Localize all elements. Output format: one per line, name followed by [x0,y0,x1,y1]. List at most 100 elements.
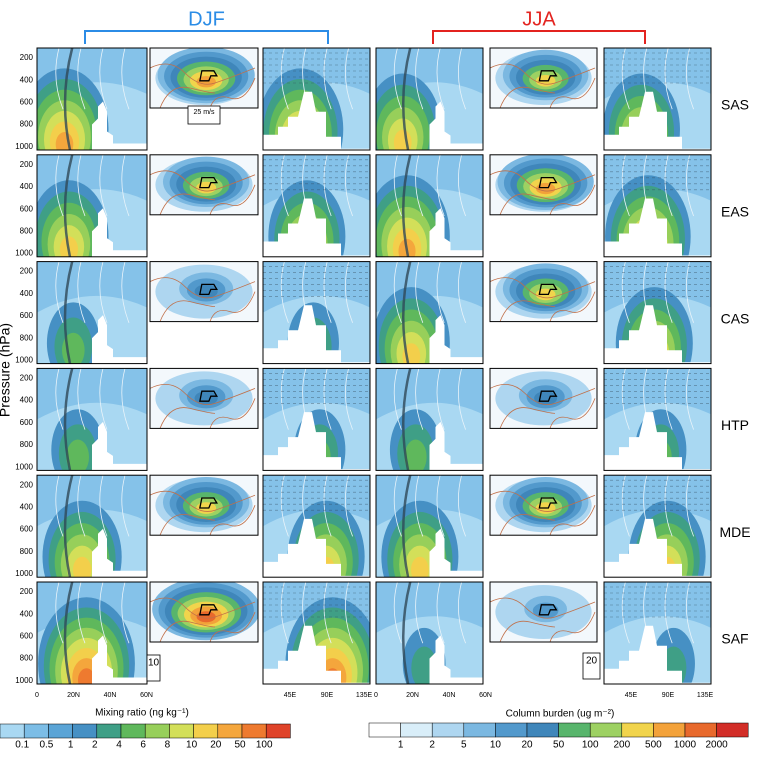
panel [150,582,258,642]
panel [150,261,258,322]
panel-frame [489,581,598,643]
wind-contour [415,582,424,644]
y-axis-label: Pressure (hPa) [0,323,13,417]
panel [37,368,147,471]
colorbar-tick-label: 1 [68,740,74,751]
colorbar-box [265,723,291,739]
y-tick-label: 200 [20,587,34,596]
wind-contour [99,582,108,644]
wind-contour [55,154,64,217]
wind-contour [393,261,402,323]
jet-line [63,48,74,150]
region-outline [538,176,558,189]
colorbar-tick-label: 10 [490,740,502,751]
coastline [490,490,596,536]
x-tick-label: 0 [35,692,39,699]
group-bracket [84,30,329,44]
group-bracket [432,30,646,44]
x-tick-label: 40N [104,692,117,699]
topography [604,412,711,471]
colorbar-tick-label: 0.5 [39,740,53,751]
wind-contour [77,368,86,430]
region-label: CAS [721,310,750,326]
colorbar-box [684,722,717,738]
topography [92,421,147,471]
panel-frame [603,581,712,685]
wind-contour [77,48,86,110]
y-tick-label: 800 [20,227,34,236]
topography [604,625,711,684]
colorbar-tick-label: 5 [461,740,467,751]
panel [37,475,147,578]
panel-frame [489,367,598,429]
x-tick-label: 90E [662,692,675,699]
y-tick-label: 200 [20,160,34,169]
colorbar-tick-label: 50 [553,740,565,751]
coastline [150,597,256,642]
y-tick-label: 1000 [15,249,33,258]
panel-frame [603,474,712,578]
plume-contour [66,439,90,471]
panel [604,475,711,578]
region-outline [538,70,558,82]
panel [490,368,597,429]
topography [263,518,370,578]
wind-contour [664,261,673,323]
wind-contour [393,154,402,217]
panel [263,48,370,150]
colorbar-box [526,722,559,738]
y-tick-label: 400 [20,289,34,298]
wind-contour [121,154,130,217]
topography [263,198,370,257]
wind-contour [99,154,108,217]
panel-frame [36,474,148,578]
region-outline [199,283,218,296]
y-tick-label: 600 [20,98,34,107]
topography [263,412,370,471]
y-tick-label: 1000 [15,569,33,578]
jet-line [401,154,412,257]
wind-key-box [187,105,221,125]
wind-contour [55,475,64,537]
topography [92,315,147,364]
panel-frame [149,581,259,643]
wind-contour [77,475,86,537]
colorbar-tick-label: 20 [521,740,533,751]
wind-contour [458,582,466,644]
field-upper [604,582,711,633]
panel [37,48,147,150]
panel-frame [375,261,484,365]
region-outline [199,176,218,189]
wind-contour [458,368,466,430]
plume-contour [404,439,427,471]
y-tick-label: 400 [20,503,34,512]
wind-key: 20 [586,656,598,667]
region-outline [199,70,218,82]
plume-contour [536,182,556,195]
panel-frame [375,474,484,578]
coastline [490,597,596,642]
panel-frame [262,367,371,471]
wind-contour [55,368,64,430]
jet-line [401,368,412,471]
panel [150,154,258,215]
jet-line [63,475,74,578]
panel [263,582,370,684]
field-upper [263,475,370,527]
wind-contour [77,154,86,217]
panel [490,154,597,215]
colorbar-box [716,722,749,738]
colorbar-tick-label: 500 [645,740,662,751]
x-tick-label: 60N [479,692,492,699]
region-outline [538,497,558,509]
region-outline [538,390,558,402]
panel-frame [262,261,371,365]
panel-frame [375,581,484,685]
panel [150,475,258,536]
colorbar-box [589,722,623,738]
topography [429,528,483,578]
colorbar-tick-label: 2 [92,740,98,751]
wind-contour [323,154,332,217]
